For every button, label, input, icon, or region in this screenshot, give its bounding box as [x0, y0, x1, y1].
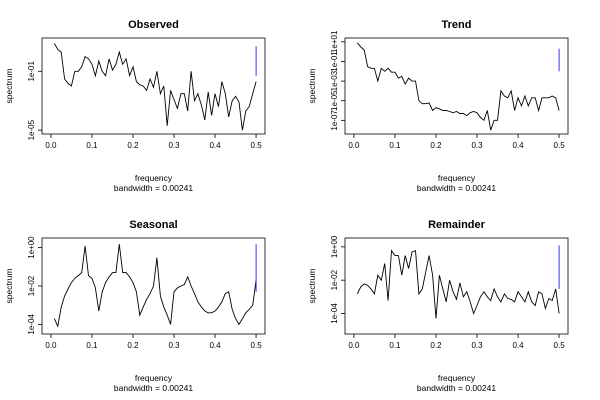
y-tick-label: 1e-01 [330, 51, 339, 72]
y-tick-label: 1e-04 [27, 314, 36, 335]
x-tick-label: 0.4 [512, 141, 524, 150]
x-tick-label: 0.4 [209, 341, 221, 350]
x-tick-label: 0.0 [348, 141, 360, 150]
y-tick-label: 1e-05 [330, 90, 339, 111]
x-tick-label: 0.2 [127, 341, 139, 350]
y-axis-label: spectrum [4, 69, 14, 104]
panel-title: Seasonal [129, 219, 177, 231]
panel-observed: Observed frequency bandwidth = 0.00241 s… [4, 19, 266, 193]
x-tick-label: 0.2 [430, 141, 442, 150]
x-tick-label: 0.4 [209, 141, 221, 150]
y-tick-label: 1e-02 [27, 275, 36, 296]
spectrum-line [356, 42, 560, 131]
x-tick-label: 0.3 [168, 341, 180, 350]
x-tick-label: 0.3 [168, 141, 180, 150]
y-tick-label: 1e-03 [330, 70, 339, 91]
panel-title: Trend [442, 19, 472, 31]
plot-frame [344, 37, 569, 135]
plot-frame [344, 237, 569, 335]
x-tick-label: 0.2 [127, 141, 139, 150]
x-axis-label: frequency [438, 173, 476, 183]
x-tick-label: 0.0 [45, 141, 57, 150]
y-tick-label: 1e+00 [330, 235, 339, 258]
panel-title: Observed [128, 19, 179, 31]
x-axis-label: frequency [438, 373, 476, 383]
x-tick-label: 0.1 [389, 141, 401, 150]
x-tick-label: 0.5 [554, 341, 566, 350]
panel-title: Remainder [428, 219, 486, 231]
panel-trend: Trend frequency bandwidth = 0.00241 spec… [307, 19, 569, 193]
x-tick-label: 0.3 [471, 141, 483, 150]
x-tick-label: 0.0 [348, 341, 360, 350]
x-tick-label: 0.1 [86, 141, 98, 150]
bandwidth-label: bandwidth = 0.00241 [417, 183, 496, 193]
x-tick-label: 0.1 [86, 341, 98, 350]
spectrum-line [53, 244, 257, 328]
plot-frame [41, 37, 266, 135]
x-tick-label: 0.5 [554, 141, 566, 150]
y-tick-label: 1e-05 [27, 119, 36, 140]
x-tick-label: 0.3 [471, 341, 483, 350]
x-tick-label: 0.0 [45, 341, 57, 350]
y-axis-label: spectrum [307, 69, 317, 104]
y-tick-label: 1e-02 [330, 269, 339, 290]
y-tick-label: 1e+00 [27, 236, 36, 259]
spectrum-line [53, 43, 257, 131]
x-tick-label: 0.5 [251, 141, 263, 150]
spectrum-line [356, 249, 560, 319]
x-tick-label: 0.5 [251, 341, 263, 350]
bandwidth-label: bandwidth = 0.00241 [417, 383, 496, 393]
bandwidth-label: bandwidth = 0.00241 [114, 183, 193, 193]
y-axis-label: spectrum [307, 269, 317, 304]
y-tick-label: 1e-04 [330, 303, 339, 324]
y-tick-label: 1e+01 [330, 30, 339, 53]
y-tick-label: 1e-01 [27, 61, 36, 82]
y-axis-label: spectrum [4, 269, 14, 304]
x-tick-label: 0.2 [430, 341, 442, 350]
x-axis-label: frequency [135, 373, 173, 383]
panel-seasonal: Seasonal frequency bandwidth = 0.00241 s… [4, 219, 266, 393]
x-axis-label: frequency [135, 173, 173, 183]
x-tick-label: 0.1 [389, 341, 401, 350]
y-tick-label: 1e-07 [330, 110, 339, 131]
panel-remainder: Remainder frequency bandwidth = 0.00241 … [307, 219, 569, 393]
x-tick-label: 0.4 [512, 341, 524, 350]
bandwidth-label: bandwidth = 0.00241 [114, 383, 193, 393]
